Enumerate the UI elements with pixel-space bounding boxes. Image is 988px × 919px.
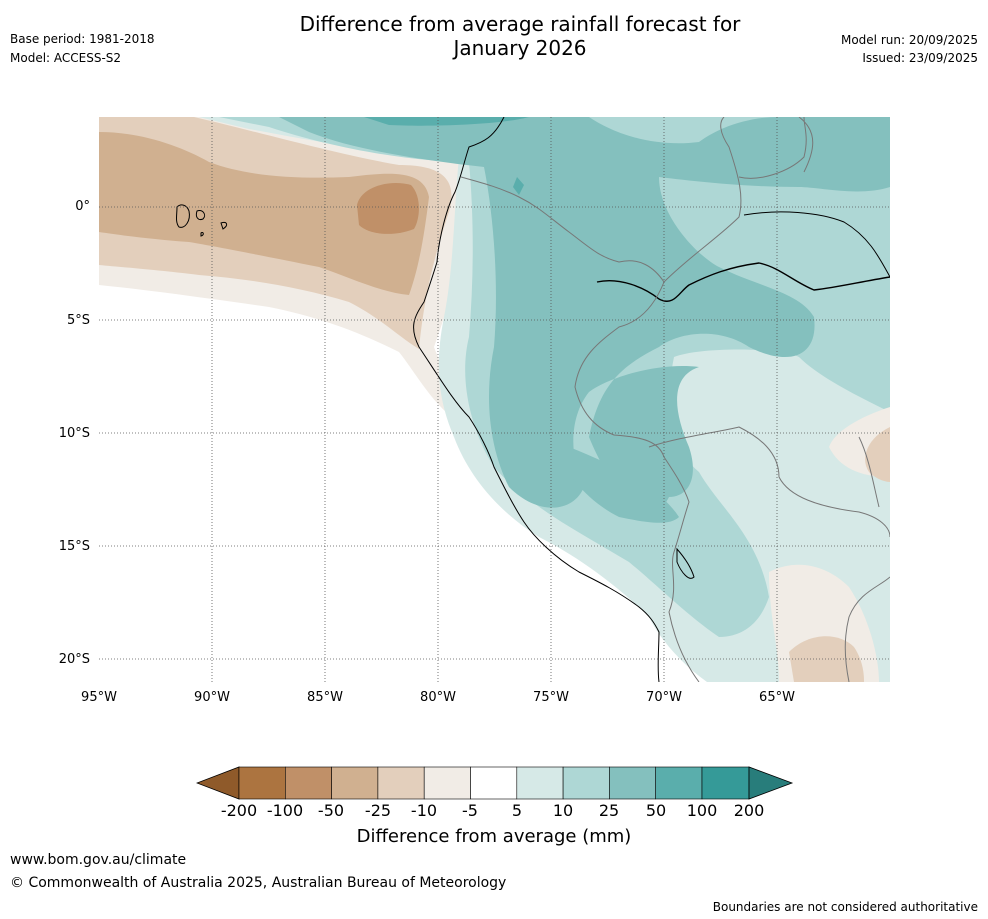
colorbar-bin bbox=[285, 766, 332, 800]
footer-url[interactable]: www.bom.gov.au/climate bbox=[10, 852, 187, 868]
colorbar-tick: 10 bbox=[552, 801, 574, 820]
issued-label: Issued: 23/09/2025 bbox=[862, 51, 978, 65]
gridlines bbox=[99, 117, 890, 682]
colorbar-tick: -100 bbox=[266, 801, 304, 820]
lon-label-85w: 85°W bbox=[307, 690, 343, 705]
country-borders bbox=[460, 117, 890, 682]
footer-disclaimer: Boundaries are not considered authoritat… bbox=[712, 900, 978, 914]
colorbar-bin bbox=[701, 766, 750, 800]
lake-titicaca bbox=[676, 547, 695, 579]
colorbar-bin bbox=[609, 766, 656, 800]
river-negro bbox=[743, 211, 890, 278]
colorbar-bin bbox=[423, 766, 471, 800]
galapagos-islands bbox=[176, 204, 228, 237]
lon-label-95w: 95°W bbox=[81, 690, 117, 705]
colorbar-tick: 100 bbox=[686, 801, 718, 820]
colorbar-tick: -5 bbox=[462, 801, 478, 820]
wet-anomaly-50 bbox=[364, 117, 529, 126]
colorbar-tick: 50 bbox=[645, 801, 667, 820]
colorbar-tick: -50 bbox=[317, 801, 345, 820]
lat-label-10s: 10°S bbox=[58, 426, 90, 441]
colorbar-bin bbox=[238, 766, 286, 800]
lat-label-5s: 5°S bbox=[66, 313, 90, 328]
colorbar-tick: 25 bbox=[598, 801, 620, 820]
river-amazon bbox=[596, 262, 890, 302]
title-line-1: Difference from average rainfall forecas… bbox=[299, 12, 741, 36]
colorbar-bin bbox=[470, 766, 518, 800]
colorbar-title: Difference from average (mm) bbox=[356, 826, 632, 847]
lon-label-80w: 80°W bbox=[420, 690, 456, 705]
lat-label-0: 0° bbox=[75, 199, 90, 214]
colorbar-bin bbox=[516, 766, 564, 800]
lon-label-65w: 65°W bbox=[759, 690, 795, 705]
colorbar-low-extend bbox=[196, 766, 240, 800]
model-label: Model: ACCESS-S2 bbox=[10, 51, 122, 65]
rainfall-map bbox=[99, 117, 890, 682]
colorbar-bin bbox=[562, 766, 610, 800]
base-period-label: Base period: 1981-2018 bbox=[10, 32, 155, 46]
title-line-2: January 2026 bbox=[453, 36, 587, 60]
wet-anomaly-25 bbox=[279, 117, 890, 512]
lon-label-75w: 75°W bbox=[533, 690, 569, 705]
footer-copyright: © Commonwealth of Australia 2025, Austra… bbox=[10, 875, 507, 891]
page-title: Difference from average rainfall forecas… bbox=[0, 12, 988, 60]
colorbar-bin bbox=[377, 766, 425, 800]
dry-anomaly-50 bbox=[357, 183, 419, 234]
colorbar-tick: -200 bbox=[220, 801, 258, 820]
lon-label-90w: 90°W bbox=[194, 690, 230, 705]
lon-label-70w: 70°W bbox=[646, 690, 682, 705]
colorbar-bin bbox=[655, 766, 703, 800]
wet-anomaly-25-south bbox=[564, 447, 679, 523]
dry-anomaly-25 bbox=[99, 132, 429, 295]
wet-anomaly-50-spot bbox=[513, 177, 524, 195]
colorbar-tick: 200 bbox=[733, 801, 765, 820]
colorbar-high-extend bbox=[748, 766, 794, 800]
model-run-label: Model run: 20/09/2025 bbox=[840, 33, 978, 47]
dry-anomaly-southeast-2 bbox=[865, 427, 890, 482]
lat-label-20s: 20°S bbox=[58, 652, 90, 667]
coastline bbox=[413, 117, 660, 682]
lat-label-15s: 15°S bbox=[58, 539, 90, 554]
colorbar-bin bbox=[331, 766, 379, 800]
colorbar bbox=[196, 766, 794, 800]
colorbar-tick: 5 bbox=[511, 801, 523, 820]
colorbar-tick: -10 bbox=[410, 801, 438, 820]
colorbar-tick: -25 bbox=[364, 801, 392, 820]
